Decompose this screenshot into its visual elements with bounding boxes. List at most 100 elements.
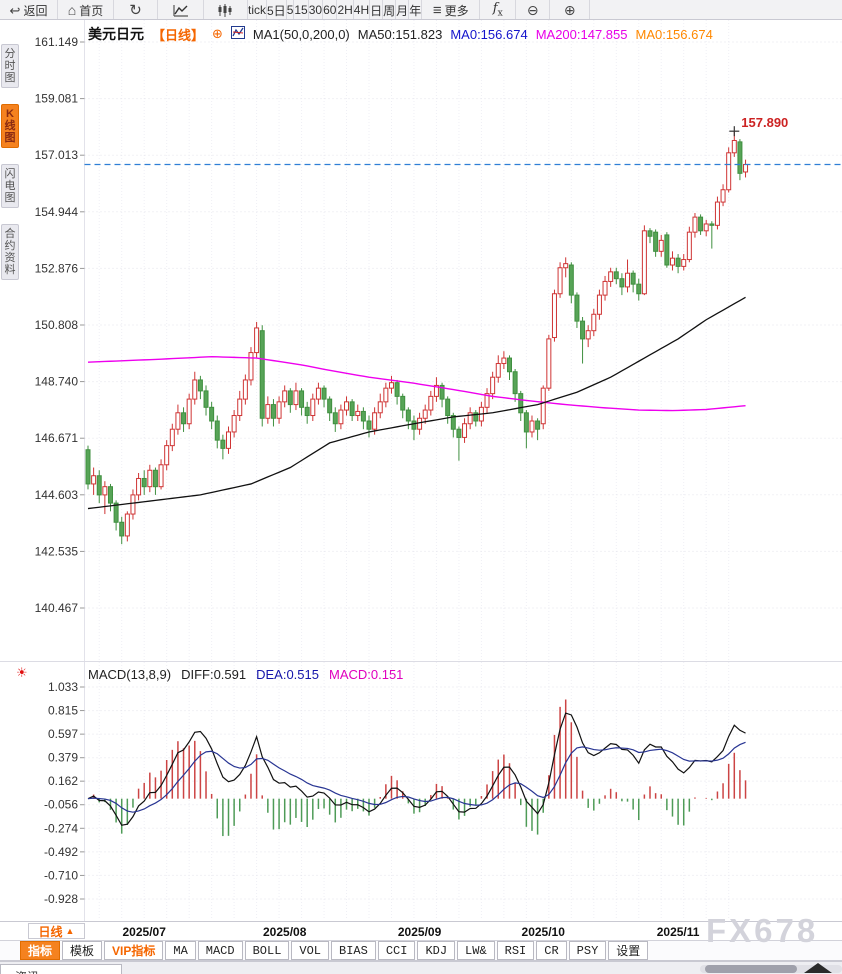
interval-30[interactable]: 30	[309, 0, 324, 19]
period-selector[interactable]: 日线 ▲	[28, 923, 85, 939]
interval-day[interactable]: 日	[370, 0, 384, 19]
candle-up	[462, 423, 468, 438]
tab-rsi[interactable]: RSI	[496, 941, 535, 960]
home-button[interactable]: ⌂ 首页	[58, 0, 114, 19]
indicator-settings-icon[interactable]: ☀	[16, 665, 28, 680]
interval-15[interactable]: 15	[294, 0, 309, 19]
candle-up	[344, 401, 350, 411]
candle-down	[214, 420, 220, 441]
candle-up	[726, 152, 732, 191]
candle-up	[377, 401, 383, 414]
scrollbar-thumb[interactable]	[705, 965, 797, 973]
tab-settings[interactable]: 设置	[608, 941, 649, 960]
candle-up	[501, 357, 507, 365]
candle-down	[580, 320, 586, 340]
candle-down	[220, 439, 226, 449]
price-axis-label: 144.603	[35, 488, 79, 502]
candle-up	[102, 486, 108, 496]
zoom-out-button[interactable]: ⊖	[516, 0, 551, 19]
scrollbar-arrow-icon[interactable]	[804, 963, 832, 973]
sidebar-item-kline-chart[interactable]: K线图	[1, 104, 19, 148]
tab-cr[interactable]: CR	[536, 941, 567, 960]
tab-psy[interactable]: PSY	[568, 941, 607, 960]
x-axis-row: 日线 ▲	[0, 922, 842, 940]
tab-moban[interactable]: 模板	[62, 941, 103, 960]
candle-up	[641, 230, 647, 295]
macd-params-label: MACD(13,8,9)	[88, 667, 172, 682]
ma-settings-label: MA1(50,0,200,0)	[252, 26, 350, 42]
candle-down	[332, 412, 338, 425]
news-tab[interactable]: 资讯	[0, 964, 122, 974]
price-axis-label: 150.808	[35, 318, 79, 332]
candle-up	[226, 431, 231, 449]
tab-boll[interactable]: BOLL	[244, 941, 290, 960]
candle-down	[512, 371, 518, 395]
candle-up	[467, 412, 473, 425]
candle-up	[265, 404, 271, 419]
ma50-value: MA50:151.823	[357, 26, 443, 42]
interval-tick[interactable]: tick	[248, 0, 267, 19]
horizontal-scrollbar[interactable]	[700, 963, 842, 973]
candle-up	[158, 464, 164, 488]
candle-down	[299, 390, 305, 408]
tab-macd[interactable]: MACD	[197, 941, 243, 960]
candle-up	[591, 313, 597, 332]
interval-week[interactable]: 周	[383, 0, 397, 19]
candle-up	[186, 398, 192, 425]
formula-button[interactable]: fx	[480, 0, 517, 19]
dea-line	[87, 741, 746, 813]
interval-5d[interactable]: 5日	[267, 0, 287, 19]
fx-icon: fx	[492, 1, 503, 19]
add-favorite-icon[interactable]: ⊕	[212, 26, 223, 41]
candle-down	[327, 398, 333, 414]
macd-axis-label: 0.597	[48, 727, 78, 741]
interval-60[interactable]: 60	[323, 0, 338, 19]
zoom-in-icon: ⊕	[563, 2, 576, 18]
refresh-button[interactable]: ↻	[114, 0, 158, 19]
candle-up	[124, 513, 130, 537]
chart-header: 美元日元 【日线】 ⊕ MA1(50,0,200,0) MA50:151.823…	[88, 24, 713, 44]
tab-kdj[interactable]: KDJ	[417, 941, 456, 960]
tab-zhibiao[interactable]: 指标	[20, 941, 61, 960]
sidebar-item-contract-info[interactable]: 合约资料	[1, 224, 19, 280]
interval-year[interactable]: 年	[409, 0, 423, 19]
candle-down	[287, 390, 293, 406]
candle-chart-mode-button[interactable]	[204, 0, 248, 19]
interval-month[interactable]: 月	[396, 0, 410, 19]
candle-chart-icon	[218, 3, 233, 17]
price-axis-label: 140.467	[35, 601, 79, 615]
candle-up	[686, 231, 692, 261]
tab-lw[interactable]: LW&	[457, 941, 495, 960]
price-axis-label: 157.013	[35, 148, 79, 162]
interval-2h[interactable]: 2H	[337, 0, 354, 19]
candle-up	[248, 352, 254, 381]
candle-up	[175, 412, 181, 430]
macd-axis-label: 0.815	[48, 704, 78, 718]
candle-down	[197, 379, 203, 392]
sidebar-item-time-chart[interactable]: 分时图	[1, 44, 19, 88]
interval-5[interactable]: 5	[287, 0, 295, 19]
bottom-strip: 资讯	[0, 961, 842, 974]
tab-vip[interactable]: VIP指标	[104, 941, 164, 960]
more-button[interactable]: ≡ 更多	[422, 0, 481, 19]
zoom-in-button[interactable]: ⊕	[550, 0, 591, 19]
candle-up	[608, 271, 614, 282]
tab-cci[interactable]: CCI	[377, 941, 416, 960]
candle-down	[535, 420, 541, 430]
candle-up	[164, 445, 170, 466]
diff-line	[87, 712, 746, 826]
line-chart-icon	[172, 4, 189, 17]
candle-down	[400, 395, 406, 411]
tab-ma[interactable]: MA	[165, 941, 196, 960]
panel-separator	[0, 661, 842, 662]
interval-4h[interactable]: 4H	[354, 0, 371, 19]
sidebar-item-lightning-chart[interactable]: 闪电图	[1, 164, 19, 208]
line-chart-mode-button[interactable]	[158, 0, 204, 19]
macd-axis-label: 0.162	[48, 774, 78, 788]
tab-vol[interactable]: VOL	[291, 941, 330, 960]
candle-down	[349, 401, 355, 417]
tab-bias[interactable]: BIAS	[331, 941, 376, 960]
back-button[interactable]: ↩ 返回	[0, 0, 58, 19]
